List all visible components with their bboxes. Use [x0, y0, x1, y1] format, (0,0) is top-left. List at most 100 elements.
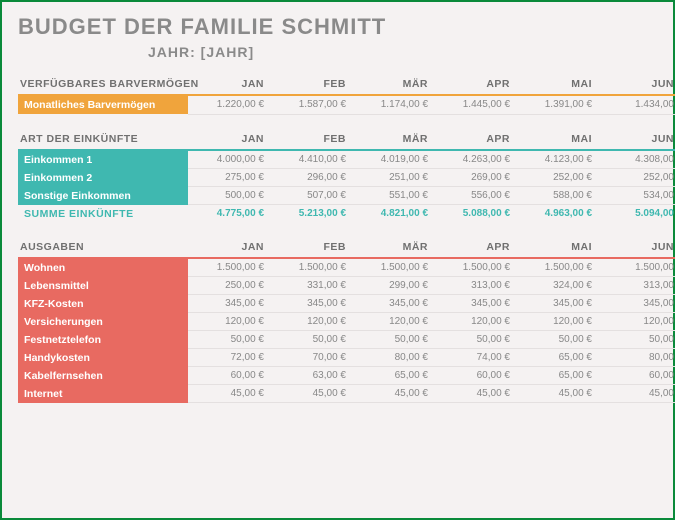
cell: 65,00 €	[352, 367, 434, 385]
row-label: Wohnen	[18, 258, 188, 277]
cell: 70,00 €	[270, 349, 352, 367]
total-cell: 4.775,00 €	[188, 205, 270, 223]
cell: 65,00 €	[516, 349, 598, 367]
table-row: Wohnen1.500,00 €1.500,00 €1.500,00 €1.50…	[18, 258, 675, 277]
row-label: Sonstige Einkommen	[18, 187, 188, 205]
table-row: Einkommen 2275,00 €296,00 €251,00 €269,0…	[18, 169, 675, 187]
cell: 120,00 €	[516, 313, 598, 331]
cell: 1.220,00 €	[188, 95, 270, 114]
row-label: Internet	[18, 385, 188, 403]
total-cell: 4.821,00 €	[352, 205, 434, 223]
row-label: Handykosten	[18, 349, 188, 367]
cell: 120,00 €	[352, 313, 434, 331]
cell: 500,00 €	[188, 187, 270, 205]
section-header-label: VERFÜGBARES BARVERMÖGEN	[18, 74, 188, 95]
cell: 45,00 €	[516, 385, 598, 403]
cell: 50,00 €	[516, 331, 598, 349]
cell: 45,00 €	[188, 385, 270, 403]
cell: 588,00 €	[516, 187, 598, 205]
row-label: Versicherungen	[18, 313, 188, 331]
cell: 4.019,00 €	[352, 150, 434, 169]
total-cell: 5.088,00 €	[434, 205, 516, 223]
cell: 1.391,00 €	[516, 95, 598, 114]
cell: 507,00 €	[270, 187, 352, 205]
month-header: FEB	[270, 129, 352, 150]
cell: 331,00 €	[270, 277, 352, 295]
month-header: JAN	[188, 237, 270, 258]
row-label: Kabelfernsehen	[18, 367, 188, 385]
cell: 345,00 €	[270, 295, 352, 313]
cell: 74,00 €	[434, 349, 516, 367]
month-header: APR	[434, 237, 516, 258]
cell: 534,00	[598, 187, 675, 205]
cell: 45,00	[598, 385, 675, 403]
cell: 251,00 €	[352, 169, 434, 187]
month-header: FEB	[270, 74, 352, 95]
table-row: Einkommen 14.000,00 €4.410,00 €4.019,00 …	[18, 150, 675, 169]
cell: 80,00	[598, 349, 675, 367]
month-header: JAN	[188, 129, 270, 150]
cell: 275,00 €	[188, 169, 270, 187]
row-label: KFZ-Kosten	[18, 295, 188, 313]
row-label: Einkommen 2	[18, 169, 188, 187]
table-row: Versicherungen120,00 €120,00 €120,00 €12…	[18, 313, 675, 331]
month-header: MÄR	[352, 237, 434, 258]
cell: 63,00 €	[270, 367, 352, 385]
month-header: FEB	[270, 237, 352, 258]
section-header-label: ART DER EINKÜNFTE	[18, 129, 188, 150]
cell: 120,00	[598, 313, 675, 331]
cell: 345,00 €	[352, 295, 434, 313]
cell: 296,00 €	[270, 169, 352, 187]
cell: 269,00 €	[434, 169, 516, 187]
row-label: Einkommen 1	[18, 150, 188, 169]
cell: 345,00 €	[188, 295, 270, 313]
table-row: Internet45,00 €45,00 €45,00 €45,00 €45,0…	[18, 385, 675, 403]
month-header: JAN	[188, 74, 270, 95]
cell: 4.000,00 €	[188, 150, 270, 169]
cell: 1.500,00	[598, 258, 675, 277]
cell: 1.500,00 €	[270, 258, 352, 277]
month-header: JUN	[598, 129, 675, 150]
page-title: BUDGET DER FAMILIE SCHMITT	[18, 14, 673, 40]
cell: 1.500,00 €	[434, 258, 516, 277]
row-label: Lebensmittel	[18, 277, 188, 295]
cell: 4.263,00 €	[434, 150, 516, 169]
cell: 1.500,00 €	[188, 258, 270, 277]
cell: 313,00	[598, 277, 675, 295]
cell: 50,00 €	[434, 331, 516, 349]
cell: 1.174,00 €	[352, 95, 434, 114]
row-label: Monatliches Barvermögen	[18, 95, 188, 114]
cell: 313,00 €	[434, 277, 516, 295]
cell: 250,00 €	[188, 277, 270, 295]
table-row: Handykosten72,00 €70,00 €80,00 €74,00 €6…	[18, 349, 675, 367]
section-cash: VERFÜGBARES BARVERMÖGENJANFEBMÄRAPRMAIJU…	[18, 74, 675, 115]
cell: 1.434,00	[598, 95, 675, 114]
cell: 50,00 €	[188, 331, 270, 349]
cell: 324,00 €	[516, 277, 598, 295]
total-cell: 5.213,00 €	[270, 205, 352, 223]
cell: 80,00 €	[352, 349, 434, 367]
section-expense: AUSGABENJANFEBMÄRAPRMAIJUNWohnen1.500,00…	[18, 237, 675, 404]
section-header-label: AUSGABEN	[18, 237, 188, 258]
cell: 345,00 €	[516, 295, 598, 313]
cell: 50,00	[598, 331, 675, 349]
cell: 72,00 €	[188, 349, 270, 367]
cell: 60,00 €	[188, 367, 270, 385]
cell: 345,00	[598, 295, 675, 313]
cell: 345,00 €	[434, 295, 516, 313]
cell: 65,00 €	[516, 367, 598, 385]
cell: 556,00 €	[434, 187, 516, 205]
cell: 50,00 €	[270, 331, 352, 349]
cell: 1.587,00 €	[270, 95, 352, 114]
month-header: MAI	[516, 74, 598, 95]
cell: 60,00 €	[434, 367, 516, 385]
table-row: Lebensmittel250,00 €331,00 €299,00 €313,…	[18, 277, 675, 295]
cell: 120,00 €	[434, 313, 516, 331]
cell: 60,00	[598, 367, 675, 385]
row-label: Festnetztelefon	[18, 331, 188, 349]
month-header: MAI	[516, 237, 598, 258]
cell: 551,00 €	[352, 187, 434, 205]
cell: 252,00	[598, 169, 675, 187]
table-row: Kabelfernsehen60,00 €63,00 €65,00 €60,00…	[18, 367, 675, 385]
cell: 1.500,00 €	[352, 258, 434, 277]
